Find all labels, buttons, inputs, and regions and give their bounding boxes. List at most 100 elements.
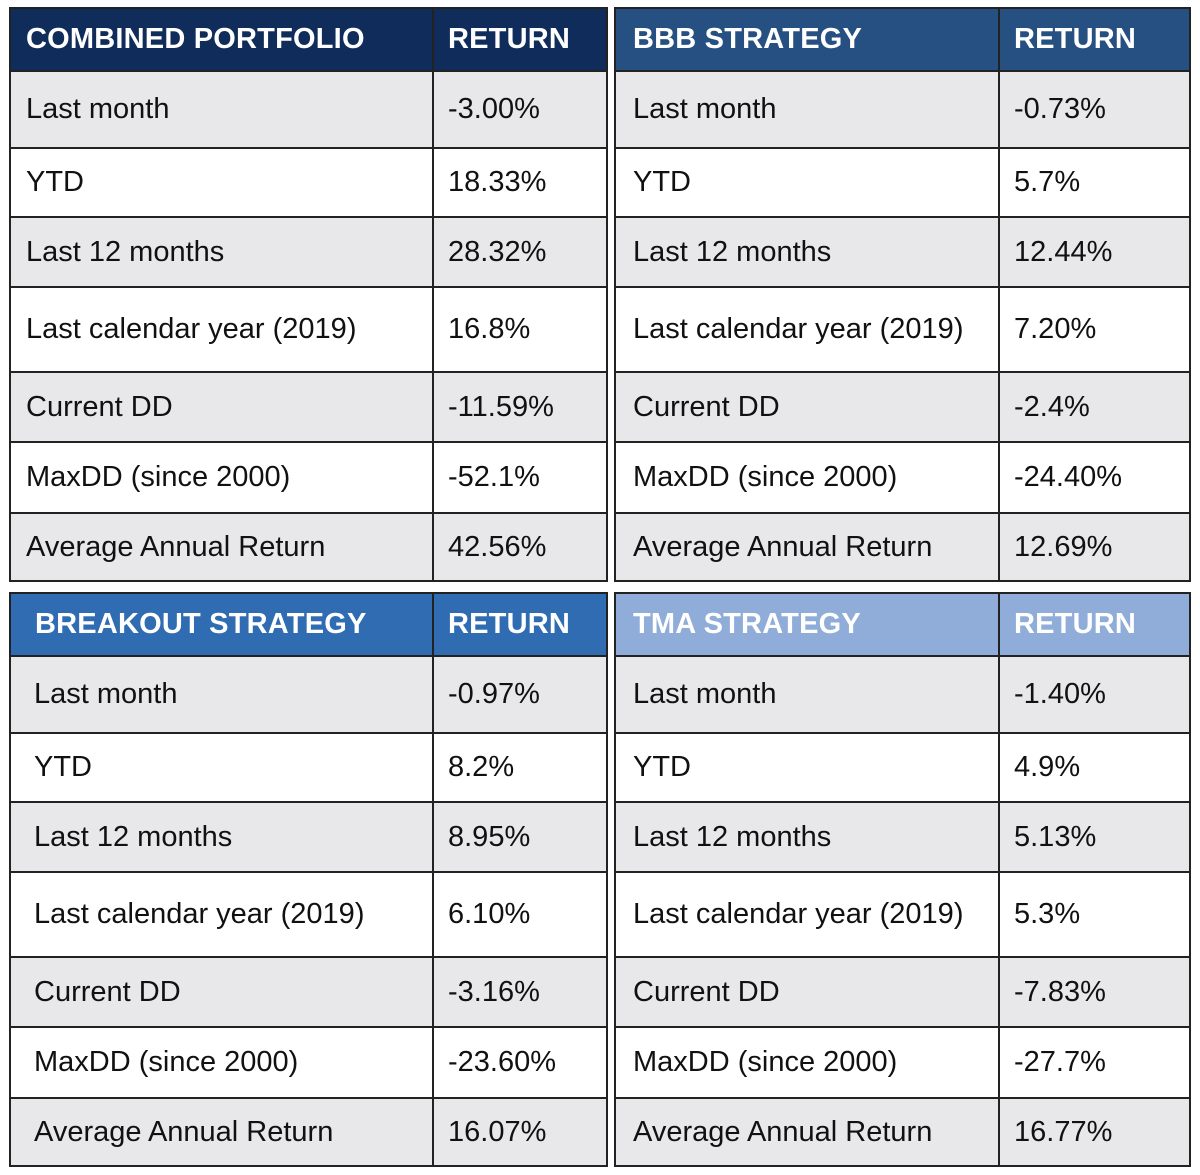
table-title: TMA STRATEGY: [616, 594, 1000, 655]
table-header: BBB STRATEGY RETURN: [616, 9, 1189, 72]
row-label: Average Annual Return: [616, 514, 1000, 580]
row-value: -24.40%: [1014, 461, 1123, 493]
row-value: 5.7%: [1014, 166, 1081, 198]
row-value: -0.73%: [1014, 93, 1106, 125]
row-value: 28.32%: [448, 235, 547, 268]
table-row: Last 12 months 28.32%: [11, 218, 606, 288]
row-value: 16.07%: [448, 1115, 547, 1148]
table-row: Last calendar year (2019) 5.3%: [616, 873, 1189, 958]
return-column-header: RETURN: [448, 23, 571, 55]
table-row: YTD 4.9%: [616, 734, 1189, 803]
row-value: -27.7%: [1014, 1046, 1106, 1078]
row-label: Last 12 months: [11, 218, 434, 286]
row-label: MaxDD (since 2000): [11, 443, 434, 512]
table-row: Last month -1.40%: [616, 657, 1189, 734]
row-label: YTD: [11, 149, 434, 216]
row-label: Current DD: [616, 373, 1000, 441]
table-header: TMA STRATEGY RETURN: [616, 594, 1189, 657]
row-label: Last month: [11, 657, 434, 732]
row-value: 42.56%: [448, 530, 547, 563]
row-value: 8.95%: [448, 820, 531, 853]
row-label: Last calendar year (2019): [11, 873, 434, 956]
row-value: 12.44%: [1014, 235, 1113, 268]
row-value: 16.8%: [448, 313, 531, 345]
table-header: COMBINED PORTFOLIO RETURN: [11, 9, 606, 72]
row-label: Last 12 months: [11, 803, 434, 871]
row-value: 16.77%: [1014, 1115, 1113, 1148]
table-row: Last calendar year (2019) 7.20%: [616, 288, 1189, 373]
row-label: Last month: [616, 72, 1000, 147]
table-header: BREAKOUT STRATEGY RETURN: [11, 594, 606, 657]
table-row: Current DD -11.59%: [11, 373, 606, 443]
row-label: Last month: [11, 72, 434, 147]
table-row: Average Annual Return 12.69%: [616, 514, 1189, 580]
row-label: YTD: [616, 149, 1000, 216]
table-row: Last 12 months 12.44%: [616, 218, 1189, 288]
table-row: YTD 18.33%: [11, 149, 606, 218]
table-row: MaxDD (since 2000) -24.40%: [616, 443, 1189, 514]
row-label: MaxDD (since 2000): [11, 1028, 434, 1097]
row-label: Current DD: [616, 958, 1000, 1026]
table-row: Average Annual Return 16.07%: [11, 1099, 606, 1165]
table-row: MaxDD (since 2000) -52.1%: [11, 443, 606, 514]
table-row: Last month -0.97%: [11, 657, 606, 734]
table-row: Last month -3.00%: [11, 72, 606, 149]
row-value: 8.2%: [448, 751, 515, 783]
table-title: BREAKOUT STRATEGY: [11, 594, 434, 655]
row-label: Last calendar year (2019): [616, 873, 1000, 956]
return-column-header: RETURN: [448, 608, 571, 640]
row-value: -11.59%: [448, 390, 554, 423]
row-value: -7.83%: [1014, 975, 1106, 1008]
row-value: -52.1%: [448, 461, 540, 493]
table-title: COMBINED PORTFOLIO: [11, 9, 434, 70]
table-row: Last calendar year (2019) 16.8%: [11, 288, 606, 373]
table-title: BBB STRATEGY: [616, 9, 1000, 70]
row-value: 7.20%: [1014, 313, 1097, 345]
table-row: MaxDD (since 2000) -23.60%: [11, 1028, 606, 1099]
table-row: YTD 8.2%: [11, 734, 606, 803]
row-label: Current DD: [11, 958, 434, 1026]
table-row: Current DD -7.83%: [616, 958, 1189, 1028]
row-label: Last calendar year (2019): [11, 288, 434, 371]
row-value: -0.97%: [448, 678, 540, 710]
table-row: Last month -0.73%: [616, 72, 1189, 149]
bbb-strategy-table: BBB STRATEGY RETURN Last month -0.73% YTD…: [614, 7, 1191, 582]
row-label: Average Annual Return: [616, 1099, 1000, 1165]
row-value: 5.3%: [1014, 898, 1081, 930]
row-value: 4.9%: [1014, 751, 1081, 783]
table-row: Current DD -2.4%: [616, 373, 1189, 443]
row-label: Last 12 months: [616, 218, 1000, 286]
row-label: YTD: [616, 734, 1000, 801]
table-row: Last 12 months 8.95%: [11, 803, 606, 873]
row-label: YTD: [11, 734, 434, 801]
row-value: 5.13%: [1014, 820, 1097, 853]
row-value: 6.10%: [448, 898, 531, 930]
table-row: Last calendar year (2019) 6.10%: [11, 873, 606, 958]
return-column-header: RETURN: [1014, 608, 1137, 640]
combined-portfolio-table: COMBINED PORTFOLIO RETURN Last month -3.0…: [9, 7, 608, 582]
table-row: Current DD -3.16%: [11, 958, 606, 1028]
tma-strategy-table: TMA STRATEGY RETURN Last month -1.40% YTD…: [614, 592, 1191, 1167]
row-label: Average Annual Return: [11, 1099, 434, 1165]
row-value: -23.60%: [448, 1046, 557, 1078]
return-column-header: RETURN: [1014, 23, 1137, 55]
table-row: Last 12 months 5.13%: [616, 803, 1189, 873]
row-value: 12.69%: [1014, 530, 1113, 563]
table-row: Average Annual Return 42.56%: [11, 514, 606, 580]
row-value: 18.33%: [448, 166, 547, 198]
table-row: Average Annual Return 16.77%: [616, 1099, 1189, 1165]
row-label: Last calendar year (2019): [616, 288, 1000, 371]
row-label: MaxDD (since 2000): [616, 1028, 1000, 1097]
row-value: -2.4%: [1014, 390, 1090, 423]
row-value: -3.00%: [448, 93, 540, 125]
row-label: Last 12 months: [616, 803, 1000, 871]
table-row: MaxDD (since 2000) -27.7%: [616, 1028, 1189, 1099]
row-label: MaxDD (since 2000): [616, 443, 1000, 512]
row-label: Average Annual Return: [11, 514, 434, 580]
row-value: -1.40%: [1014, 678, 1106, 710]
breakout-strategy-table: BREAKOUT STRATEGY RETURN Last month -0.97…: [9, 592, 608, 1167]
row-value: -3.16%: [448, 975, 540, 1008]
row-label: Last month: [616, 657, 1000, 732]
row-label: Current DD: [11, 373, 434, 441]
table-row: YTD 5.7%: [616, 149, 1189, 218]
